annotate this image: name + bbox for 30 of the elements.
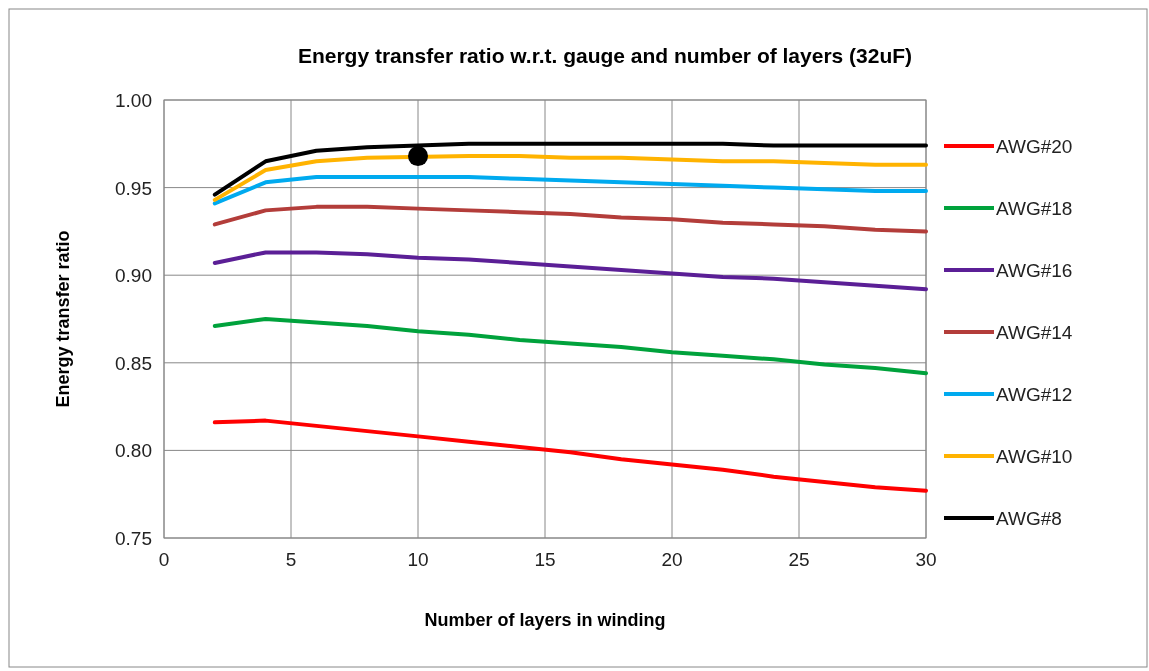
legend-label: AWG#12	[996, 384, 1073, 405]
legend-label: AWG#14	[996, 322, 1073, 343]
x-axis-title: Number of layers in winding	[424, 610, 666, 630]
legend-label: AWG#20	[996, 136, 1073, 157]
legend-label: AWG#8	[996, 508, 1062, 529]
x-tick-label: 25	[788, 549, 810, 570]
x-tick-label: 15	[534, 549, 556, 570]
line-series	[212, 317, 928, 376]
x-tick-label: 0	[158, 549, 170, 570]
line-series	[212, 175, 928, 206]
y-tick-label: 0.90	[115, 265, 152, 287]
y-tick-label: 1.00	[115, 90, 152, 111]
x-tick-label: 10	[407, 549, 429, 570]
line-series	[212, 154, 928, 202]
y-tick-label: 0.75	[115, 528, 152, 549]
x-tick-label: 5	[285, 549, 297, 570]
y-tick-label: 0.80	[115, 440, 152, 462]
x-tick-label: 20	[661, 549, 683, 570]
line-series	[212, 141, 928, 197]
legend-label: AWG#10	[996, 446, 1073, 467]
y-tick-label: 0.95	[115, 177, 152, 199]
line-series	[212, 250, 928, 292]
line-series	[212, 204, 928, 234]
y-tick-label: 0.85	[115, 352, 152, 374]
legend-label: AWG#18	[996, 198, 1073, 219]
y-axis-title: Energy transfer ratio	[53, 230, 73, 408]
legend-label: AWG#16	[996, 260, 1073, 281]
line-series	[212, 418, 928, 493]
x-tick-label: 30	[915, 549, 937, 570]
chart-title: Energy transfer ratio w.r.t. gauge and number of layers (32uF)	[297, 44, 913, 67]
